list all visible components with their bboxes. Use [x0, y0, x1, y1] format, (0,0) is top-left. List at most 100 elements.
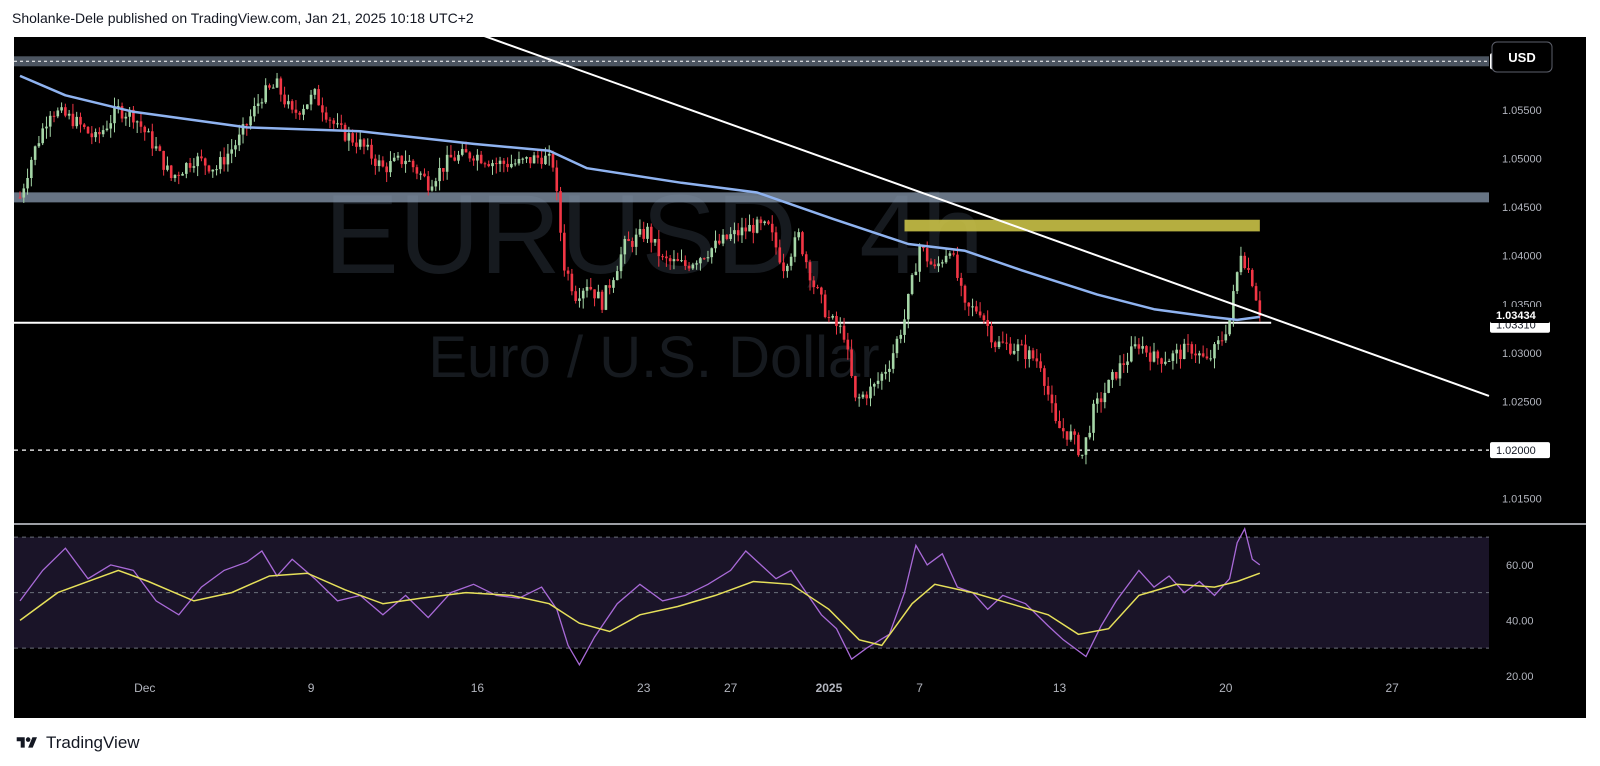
candle-body — [619, 254, 623, 272]
candle-body — [256, 103, 260, 107]
tradingview-logo-icon — [16, 737, 37, 748]
candle-body — [464, 149, 468, 153]
candle-body — [483, 163, 487, 165]
candle-body — [680, 260, 683, 262]
candle-body — [1027, 350, 1031, 360]
candle-body — [563, 232, 566, 271]
candle-body — [302, 108, 305, 115]
candle-body — [1243, 255, 1247, 269]
candle-body — [593, 289, 596, 299]
candle-body — [861, 394, 865, 398]
candle-body — [135, 121, 139, 123]
candle-body — [1107, 379, 1110, 393]
description-watermark: Euro / U.S. Dollar — [428, 325, 879, 390]
candle-body — [275, 78, 279, 88]
candle-body — [1012, 350, 1016, 354]
candle-body — [305, 104, 309, 109]
candle-body — [151, 131, 154, 149]
candle-body — [472, 158, 475, 161]
candle-body — [498, 160, 502, 164]
candle-body — [147, 131, 150, 133]
candle-body — [657, 238, 661, 257]
candle-body — [230, 149, 233, 154]
candle-body — [67, 113, 71, 116]
candle-body — [222, 157, 226, 165]
candle-body — [1080, 454, 1084, 456]
candle-body — [203, 158, 207, 166]
candle-body — [672, 259, 676, 262]
candle-body — [1164, 361, 1167, 364]
candle-body — [971, 306, 974, 308]
candle-body — [415, 167, 419, 174]
currency-button[interactable]: USD — [1508, 50, 1535, 65]
candle-body — [1216, 340, 1220, 345]
candle-body — [823, 294, 827, 318]
candle-body — [351, 133, 354, 143]
candle-body — [362, 139, 366, 147]
candle-body — [487, 164, 491, 167]
candle-body — [392, 157, 396, 162]
price-axis-tick: 1.01500 — [1502, 494, 1542, 506]
candle-body — [544, 155, 547, 165]
candle-body — [181, 173, 184, 176]
candle-body — [158, 146, 162, 151]
candle-body — [449, 154, 453, 158]
candle-body — [71, 113, 75, 127]
time-axis-tick: 23 — [637, 681, 651, 695]
candle-body — [404, 160, 407, 165]
candle-body — [1096, 398, 1099, 404]
candle-body — [668, 258, 672, 262]
candle-body — [510, 163, 513, 168]
candle-body — [778, 247, 782, 263]
candle-body — [649, 226, 653, 243]
candle-body — [237, 134, 241, 146]
rsi-axis-tick: 40.00 — [1506, 615, 1534, 627]
candle-body — [1065, 431, 1069, 440]
candle-body — [1077, 434, 1080, 456]
rsi-signal-line — [19, 569, 1261, 647]
candle-body — [967, 302, 971, 307]
candle-body — [374, 158, 377, 166]
candle-body — [502, 160, 506, 164]
candle-body — [1039, 361, 1042, 369]
candle-body — [173, 174, 177, 179]
candle-body — [718, 240, 721, 244]
candle-body — [627, 238, 630, 241]
time-axis-tick: 20 — [1219, 681, 1233, 695]
candle-body — [154, 146, 158, 149]
candle-body — [914, 271, 918, 276]
candle-body — [389, 161, 392, 173]
candle-body — [124, 116, 128, 119]
candle-body — [842, 325, 846, 340]
candle-body — [1126, 361, 1129, 365]
candle-body — [638, 228, 642, 235]
candle-body — [166, 165, 169, 170]
candle-body — [143, 126, 147, 133]
candle-body — [226, 153, 230, 165]
candle-body — [540, 157, 543, 165]
price-axis-tick: 1.03000 — [1502, 348, 1542, 360]
candle-body — [358, 139, 362, 147]
candle-body — [139, 121, 143, 127]
candle-body — [529, 157, 532, 164]
price-axis-tick: 1.05500 — [1502, 105, 1542, 117]
candle-body — [385, 166, 388, 173]
candle-body — [101, 130, 105, 135]
candle-body — [816, 287, 819, 289]
candle-body — [525, 157, 528, 159]
candle-body — [347, 133, 351, 141]
candle-body — [453, 157, 456, 161]
candle-body — [430, 186, 434, 191]
candle-body — [476, 154, 479, 161]
candle-body — [506, 163, 509, 168]
candle-body — [1175, 349, 1178, 354]
candle-body — [196, 156, 199, 167]
candle-body — [45, 126, 48, 129]
candle-body — [1088, 432, 1092, 438]
current-price-label: 1.03434 — [1496, 310, 1537, 322]
rsi-line — [19, 527, 1261, 667]
candle-body — [918, 246, 921, 272]
candle-body — [116, 106, 120, 108]
